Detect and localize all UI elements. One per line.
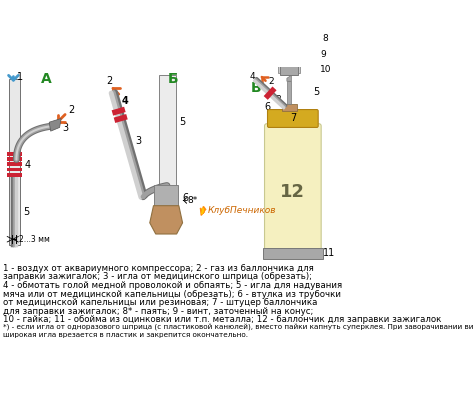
Text: *) - если игла от одноразового шприца (с пластиковой канюлей), вместо пайки капн: *) - если игла от одноразового шприца (с… [3, 324, 474, 331]
Text: 1: 1 [17, 72, 23, 82]
Text: 11: 11 [323, 248, 335, 258]
FancyBboxPatch shape [278, 65, 301, 73]
FancyBboxPatch shape [280, 63, 298, 75]
FancyBboxPatch shape [7, 162, 22, 166]
FancyBboxPatch shape [7, 168, 22, 171]
Text: КлубПечников: КлубПечников [208, 206, 276, 216]
Text: 4 - обмотать голой медной проволокой и обпаять; 5 - игла для надувания: 4 - обмотать голой медной проволокой и о… [3, 281, 342, 290]
Text: широкая игла врезается в пластик и закрепится окончательно.: широкая игла врезается в пластик и закре… [3, 333, 248, 338]
FancyBboxPatch shape [7, 152, 22, 156]
Polygon shape [287, 75, 292, 81]
Text: 2: 2 [268, 77, 274, 86]
Text: 2: 2 [107, 76, 113, 86]
FancyBboxPatch shape [7, 173, 22, 177]
Text: 8*: 8* [188, 196, 198, 205]
Text: 9: 9 [320, 50, 326, 59]
Polygon shape [287, 28, 292, 33]
FancyBboxPatch shape [159, 74, 176, 186]
FancyBboxPatch shape [287, 81, 292, 104]
FancyBboxPatch shape [264, 124, 321, 259]
Text: 3: 3 [276, 95, 282, 104]
FancyBboxPatch shape [267, 110, 318, 127]
Text: 4: 4 [250, 72, 255, 81]
Text: от медицинской капельницы или резиновая; 7 - штуцер баллончика: от медицинской капельницы или резиновая;… [3, 298, 318, 307]
Text: 3: 3 [62, 123, 68, 133]
Text: Б: Б [168, 72, 178, 85]
Text: 10: 10 [320, 65, 332, 74]
Text: 2...3 мм: 2...3 мм [19, 235, 50, 244]
Text: 5: 5 [313, 87, 319, 97]
Text: 6: 6 [264, 102, 271, 112]
Polygon shape [49, 119, 61, 131]
FancyBboxPatch shape [285, 45, 293, 63]
Polygon shape [201, 206, 206, 216]
Text: 6: 6 [182, 193, 189, 203]
Text: 7: 7 [164, 216, 170, 226]
FancyBboxPatch shape [9, 79, 20, 245]
FancyBboxPatch shape [287, 33, 292, 45]
Text: 5: 5 [23, 206, 29, 217]
Text: 7: 7 [290, 113, 296, 123]
FancyBboxPatch shape [7, 157, 22, 161]
Text: В: В [250, 81, 261, 95]
Text: 3: 3 [136, 136, 142, 146]
Text: 1 - воздух от аквариумного компрессора; 2 - газ из баллончика для: 1 - воздух от аквариумного компрессора; … [3, 264, 314, 273]
FancyBboxPatch shape [154, 185, 178, 206]
Text: 2: 2 [68, 105, 74, 115]
FancyBboxPatch shape [263, 248, 323, 258]
Text: 10 - гайка; 11 - обойма из оцинковки или т.п. металла; 12 - баллончик для заправ: 10 - гайка; 11 - обойма из оцинковки или… [3, 315, 441, 324]
Text: 12: 12 [280, 182, 305, 201]
Text: 4: 4 [25, 160, 31, 171]
Text: 5: 5 [179, 117, 185, 127]
FancyBboxPatch shape [282, 104, 297, 111]
Polygon shape [202, 208, 203, 214]
Text: А: А [41, 72, 52, 85]
Polygon shape [150, 206, 182, 234]
Text: для заправки зажигалок; 8* - паять; 9 - винт, заточенный на конус;: для заправки зажигалок; 8* - паять; 9 - … [3, 307, 313, 316]
Text: заправки зажигалок; 3 - игла от медицинского шприца (обрезать);: заправки зажигалок; 3 - игла от медицинс… [3, 272, 312, 281]
Text: мяча или от медицинской капельницы (обрезать); 6 - втулка из трубочки: мяча или от медицинской капельницы (обре… [3, 290, 341, 299]
Text: 4: 4 [121, 97, 128, 106]
Text: 8: 8 [323, 34, 328, 43]
